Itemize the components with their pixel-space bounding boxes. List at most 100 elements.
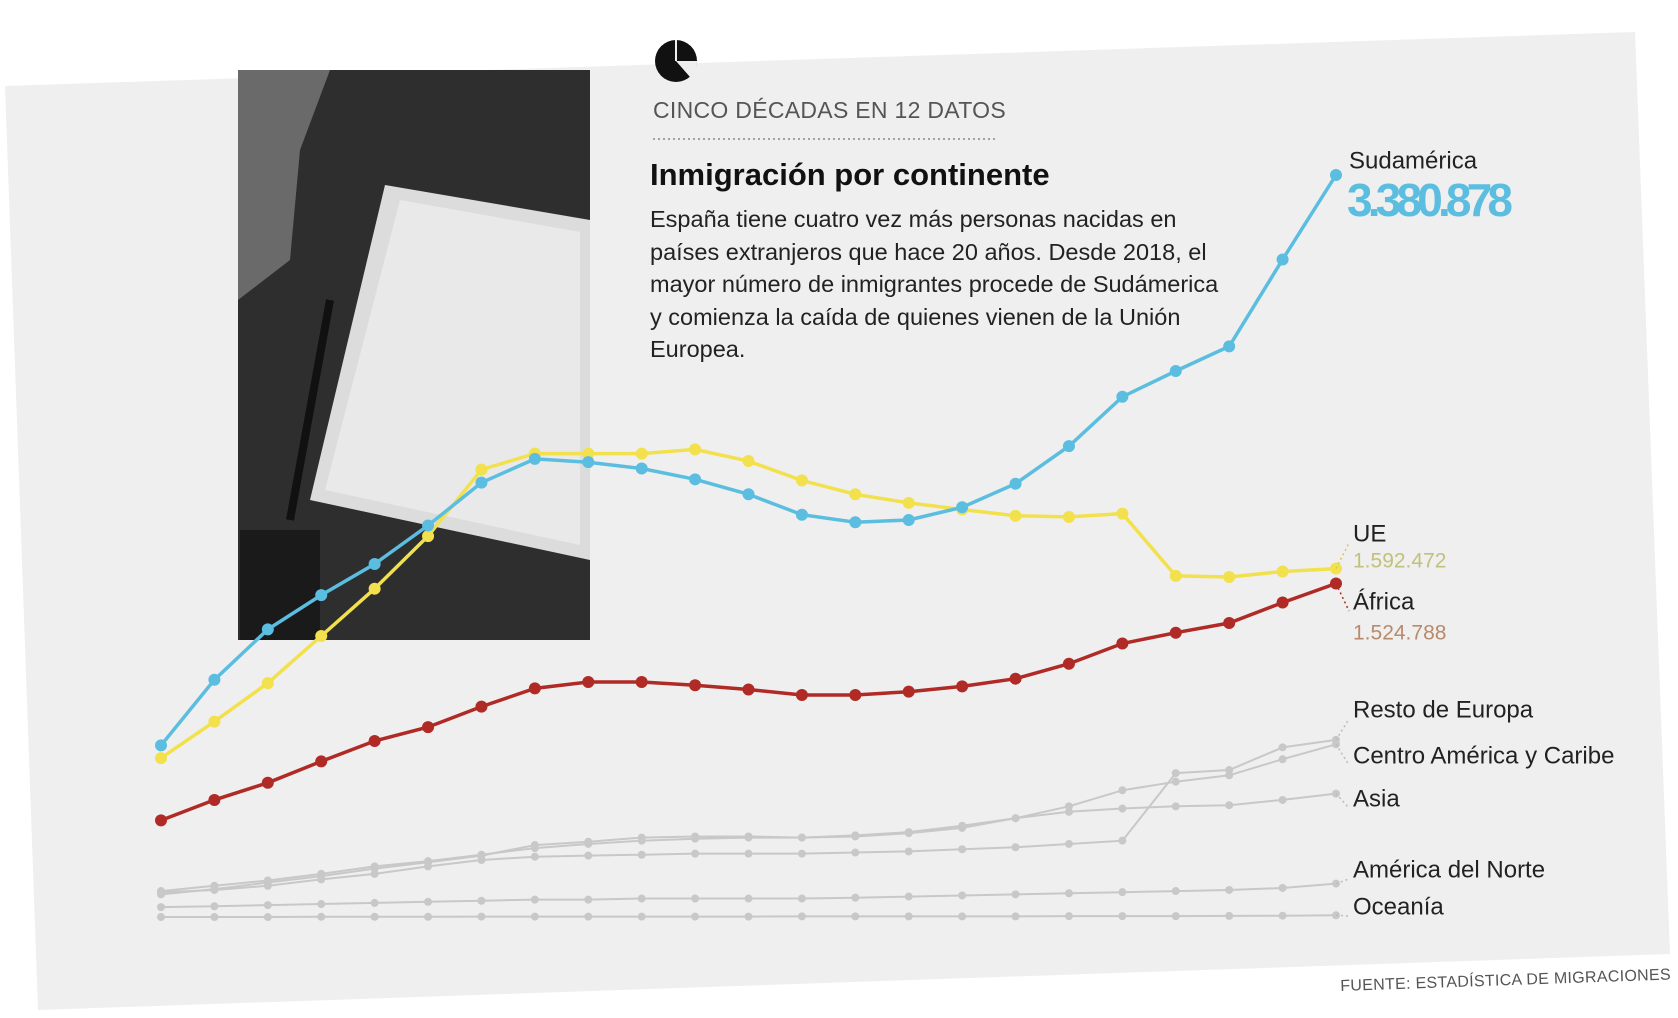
photo-arm — [238, 70, 330, 300]
series-label: África — [1353, 588, 1415, 615]
data-point — [637, 894, 646, 903]
data-point — [210, 885, 219, 894]
data-point — [1278, 743, 1287, 752]
data-point — [584, 912, 593, 921]
data-point — [1011, 912, 1020, 921]
data-point — [691, 912, 700, 921]
data-point — [904, 892, 913, 901]
data-point — [635, 462, 648, 475]
data-point — [368, 558, 381, 571]
data-point — [1011, 890, 1020, 899]
data-point — [795, 508, 808, 521]
data-point — [208, 793, 221, 806]
data-point — [317, 912, 326, 921]
label-connector — [1335, 743, 1350, 766]
data-point — [475, 463, 488, 476]
data-point — [1169, 626, 1182, 639]
series-label: Oceanía — [1353, 893, 1444, 920]
data-point — [584, 837, 593, 846]
data-point — [528, 452, 541, 465]
pie-icon-wedge — [676, 61, 698, 77]
label-connector — [1335, 793, 1350, 809]
label-connector — [1335, 878, 1350, 885]
data-point — [637, 833, 646, 842]
series-label: Resto de Europa — [1353, 696, 1534, 723]
data-point — [582, 456, 595, 469]
data-point — [1276, 596, 1289, 609]
data-point — [475, 700, 488, 713]
data-point — [1116, 507, 1129, 520]
data-point — [424, 912, 433, 921]
data-point — [902, 514, 915, 527]
data-point — [424, 858, 433, 867]
data-point — [1171, 802, 1180, 811]
data-point — [1171, 769, 1180, 778]
data-point — [582, 447, 595, 460]
data-point — [1011, 814, 1020, 823]
data-point — [315, 630, 328, 643]
data-point — [584, 851, 593, 860]
data-point — [422, 519, 435, 532]
data-point — [317, 872, 326, 881]
data-point — [370, 898, 379, 907]
data-point — [261, 776, 274, 789]
data-point — [1064, 912, 1073, 921]
data-point — [691, 832, 700, 841]
data-point — [902, 685, 915, 698]
data-point — [691, 894, 700, 903]
chart-title: Inmigración por continente — [650, 157, 1050, 192]
data-point — [528, 682, 541, 695]
data-point — [1116, 390, 1129, 403]
data-point — [477, 896, 486, 905]
data-point — [1171, 777, 1180, 786]
data-point — [1171, 887, 1180, 896]
data-point — [1011, 843, 1020, 852]
data-point — [1223, 571, 1236, 584]
data-point — [530, 895, 539, 904]
data-point — [795, 688, 808, 701]
data-point — [851, 831, 860, 840]
data-point — [742, 455, 755, 468]
data-point — [1064, 839, 1073, 848]
data-point — [1223, 617, 1236, 630]
plot: Resto de Europa Centro América y Caribe As… — [155, 147, 1614, 922]
data-point — [155, 739, 167, 752]
data-point — [904, 828, 913, 837]
data-point — [958, 891, 967, 900]
series-label: Sudamérica — [1349, 147, 1478, 174]
data-point — [1169, 569, 1182, 582]
data-point — [902, 496, 915, 509]
data-point — [851, 912, 860, 921]
pie-icon — [655, 40, 698, 82]
data-point — [315, 755, 328, 768]
data-point — [261, 623, 274, 636]
value-label: 1.524.788 — [1353, 622, 1446, 645]
data-point — [797, 833, 806, 842]
label-connector — [1335, 718, 1350, 741]
data-point — [744, 912, 753, 921]
data-point — [1064, 889, 1073, 898]
data-point — [1118, 912, 1127, 921]
data-point — [1278, 883, 1287, 892]
data-point — [1171, 912, 1180, 921]
data-point — [1064, 802, 1073, 811]
data-point — [424, 897, 433, 906]
data-point — [956, 501, 969, 514]
data-point — [210, 913, 219, 922]
data-point — [263, 878, 272, 887]
data-point — [368, 734, 381, 747]
series-label: Centro América y Caribe — [1353, 742, 1614, 769]
data-point — [157, 903, 165, 912]
data-point — [1225, 771, 1234, 780]
data-point — [1062, 657, 1075, 670]
data-point — [849, 516, 862, 529]
data-point — [210, 902, 219, 911]
data-point — [1225, 801, 1234, 810]
data-point — [956, 680, 969, 693]
data-point — [1118, 786, 1127, 795]
data-point — [797, 894, 806, 903]
data-point — [1009, 477, 1022, 490]
data-point — [689, 473, 702, 486]
data-point — [261, 677, 274, 690]
